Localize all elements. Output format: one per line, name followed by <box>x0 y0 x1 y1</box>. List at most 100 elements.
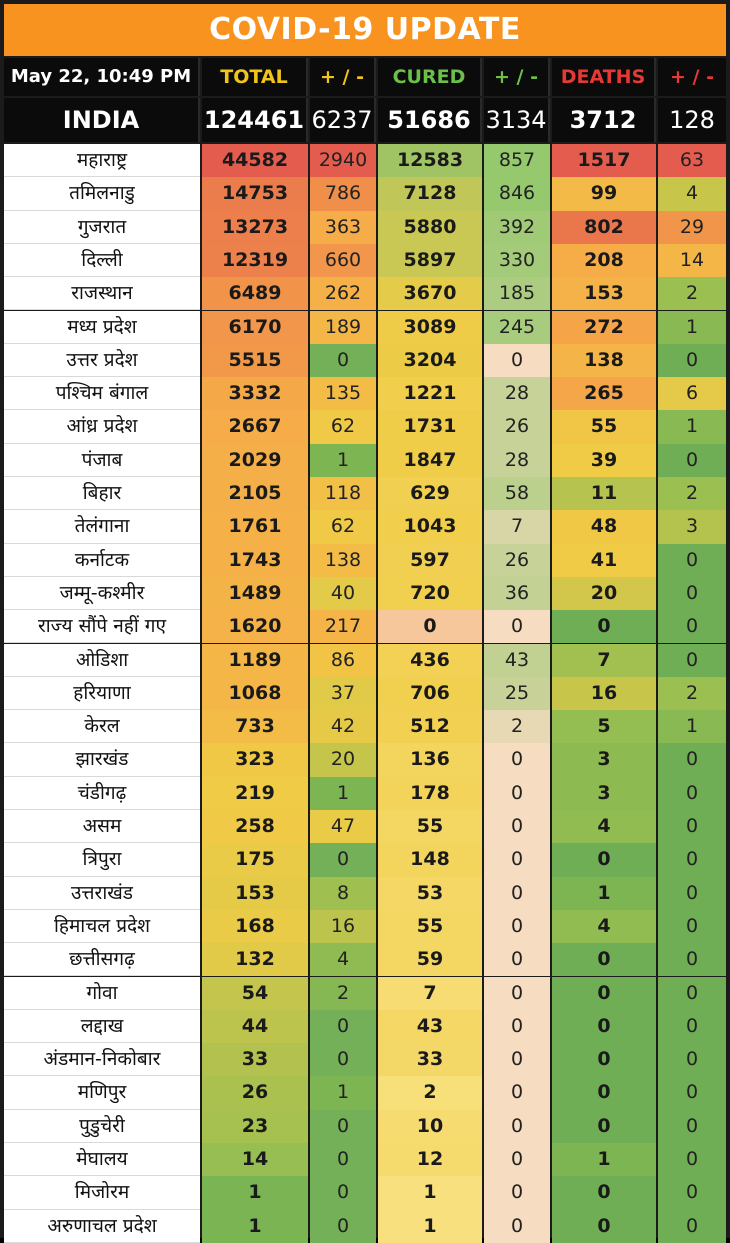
cured-delta-cell: 0 <box>484 1009 550 1044</box>
cured-cell: 7 <box>378 976 482 1010</box>
total-cell: 44582 <box>202 144 308 178</box>
deaths-delta-cell: 0 <box>658 343 726 378</box>
cured-cell: 33 <box>378 1043 482 1077</box>
total-delta-cell: 138 <box>310 543 376 577</box>
deaths-cell: 3 <box>552 743 656 777</box>
header-cured: CURED <box>378 58 482 96</box>
cured-cell: 178 <box>378 776 482 810</box>
cured-delta-cell: 0 <box>484 1109 550 1143</box>
state-name: पुडुचेरी <box>4 1109 200 1143</box>
cured-cell: 2 <box>378 1076 482 1110</box>
cured-cell: 59 <box>378 943 482 977</box>
state-name: उत्तराखंड <box>4 876 200 910</box>
deaths-delta-cell: 1 <box>658 410 726 444</box>
cured-cell: 12 <box>378 1143 482 1177</box>
deaths-delta-cell: 0 <box>658 443 726 477</box>
total-cell: 14753 <box>202 177 308 211</box>
cured-delta-cell: 0 <box>484 743 550 777</box>
state-name: असम <box>4 810 200 844</box>
state-name: गुजरात <box>4 210 200 244</box>
state-name: राजस्थान <box>4 277 200 311</box>
deaths-delta-cell: 0 <box>658 610 726 644</box>
total-cell: 1743 <box>202 543 308 577</box>
cured-delta-cell: 857 <box>484 144 550 178</box>
deaths-cell: 55 <box>552 410 656 444</box>
table-row: राज्य सौंपे नहीं गए 1620 217 0 0 0 0 <box>0 610 730 644</box>
state-name: ओडिशा <box>4 643 200 677</box>
deaths-cell: 20 <box>552 576 656 611</box>
cured-cell: 720 <box>378 576 482 611</box>
total-delta-cell: 118 <box>310 477 376 511</box>
cured-delta-cell: 28 <box>484 443 550 477</box>
table-row: हरियाणा 1068 37 706 25 16 2 <box>0 676 730 711</box>
table-row: तेलंगाना 1761 62 1043 7 48 3 <box>0 510 730 544</box>
state-name: मिजोरम <box>4 1176 200 1210</box>
total-cell: 13273 <box>202 210 308 244</box>
cured-cell: 3089 <box>378 310 482 344</box>
total-delta-cell: 2 <box>310 976 376 1010</box>
deaths-delta-cell: 0 <box>658 943 726 977</box>
india-cured-delta: 3134 <box>484 98 550 142</box>
table-row: लद्दाख 44 0 43 0 0 0 <box>0 1009 730 1044</box>
table-row: पश्चिम बंगाल 3332 135 1221 28 265 6 <box>0 377 730 411</box>
cured-delta-cell: 0 <box>484 976 550 1010</box>
deaths-cell: 0 <box>552 610 656 644</box>
state-name: लद्दाख <box>4 1009 200 1044</box>
state-name: पश्चिम बंगाल <box>4 377 200 411</box>
total-delta-cell: 42 <box>310 710 376 744</box>
total-delta-cell: 189 <box>310 310 376 344</box>
deaths-cell: 4 <box>552 909 656 944</box>
cured-cell: 1 <box>378 1176 482 1210</box>
cured-delta-cell: 392 <box>484 210 550 244</box>
cured-delta-cell: 0 <box>484 843 550 877</box>
table-row: गोवा 54 2 7 0 0 0 <box>0 976 730 1010</box>
state-name: मध्य प्रदेश <box>4 310 200 344</box>
state-name: पंजाब <box>4 443 200 477</box>
deaths-delta-cell: 14 <box>658 243 726 278</box>
total-delta-cell: 217 <box>310 610 376 644</box>
cured-delta-cell: 25 <box>484 676 550 711</box>
total-cell: 3332 <box>202 377 308 411</box>
total-delta-cell: 62 <box>310 510 376 544</box>
table-row: अरुणाचल प्रदेश 1 0 1 0 0 0 <box>0 1209 730 1243</box>
deaths-delta-cell: 0 <box>658 909 726 944</box>
deaths-cell: 1 <box>552 1143 656 1177</box>
total-delta-cell: 16 <box>310 909 376 944</box>
table-row: महाराष्ट्र 44582 2940 12583 857 1517 63 <box>0 144 730 178</box>
total-cell: 2029 <box>202 443 308 477</box>
total-cell: 1 <box>202 1176 308 1210</box>
deaths-cell: 99 <box>552 177 656 211</box>
deaths-cell: 3 <box>552 776 656 810</box>
cured-cell: 10 <box>378 1109 482 1143</box>
state-name: आंध्र प्रदेश <box>4 410 200 444</box>
deaths-delta-cell: 0 <box>658 643 726 677</box>
table-row: त्रिपुरा 175 0 148 0 0 0 <box>0 843 730 877</box>
total-delta-cell: 47 <box>310 810 376 844</box>
cured-delta-cell: 0 <box>484 776 550 810</box>
cured-delta-cell: 0 <box>484 810 550 844</box>
total-delta-cell: 20 <box>310 743 376 777</box>
cured-cell: 1043 <box>378 510 482 544</box>
total-delta-cell: 1 <box>310 1076 376 1110</box>
state-name: त्रिपुरा <box>4 843 200 877</box>
total-delta-cell: 660 <box>310 243 376 278</box>
table-row: गुजरात 13273 363 5880 392 802 29 <box>0 210 730 244</box>
page-title: COVID-19 UPDATE <box>4 4 726 56</box>
cured-delta-cell: 43 <box>484 643 550 677</box>
deaths-cell: 0 <box>552 1043 656 1077</box>
total-cell: 44 <box>202 1009 308 1044</box>
total-cell: 12319 <box>202 243 308 278</box>
cured-delta-cell: 0 <box>484 1176 550 1210</box>
table-row: मिजोरम 1 0 1 0 0 0 <box>0 1176 730 1210</box>
table-row: हिमाचल प्रदेश 168 16 55 0 4 0 <box>0 909 730 944</box>
total-cell: 258 <box>202 810 308 844</box>
header-timestamp: May 22, 10:49 PM <box>4 58 200 96</box>
table-row: झारखंड 323 20 136 0 3 0 <box>0 743 730 777</box>
deaths-cell: 138 <box>552 343 656 378</box>
deaths-delta-cell: 0 <box>658 1176 726 1210</box>
total-delta-cell: 0 <box>310 1143 376 1177</box>
table-row: दिल्ली 12319 660 5897 330 208 14 <box>0 243 730 278</box>
cured-delta-cell: 846 <box>484 177 550 211</box>
cured-cell: 3204 <box>378 343 482 378</box>
cured-cell: 55 <box>378 909 482 944</box>
